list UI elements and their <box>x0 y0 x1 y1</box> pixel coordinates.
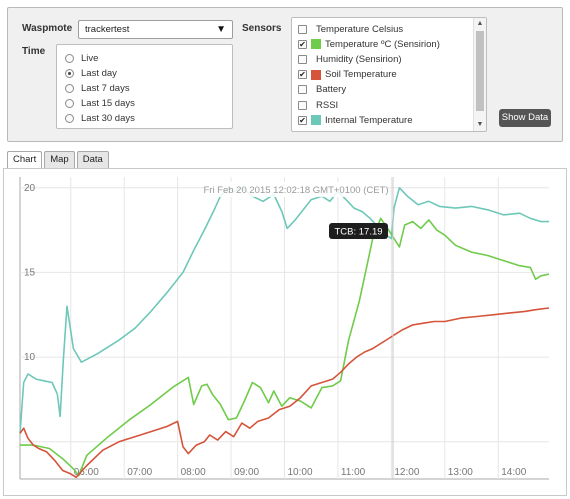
line-chart[interactable]: 20 15 10 06:00 07:00 08:00 09:00 10:00 11:00 12:0… <box>4 169 566 495</box>
series-line-3[interactable] <box>19 307 550 479</box>
time-label: Time <box>22 46 46 57</box>
sensors-scrollbar[interactable]: ▲ ▼ <box>473 18 486 131</box>
x-tick-label: 14:00 <box>501 467 526 478</box>
time-option-label: Last day <box>81 67 117 79</box>
series-color-swatch <box>311 39 321 50</box>
tab-map[interactable]: Map <box>44 151 75 168</box>
series-line-2[interactable] <box>20 217 550 477</box>
view-tabs: Chart Map Data <box>7 151 111 168</box>
time-option-last-7-days[interactable]: Last 7 days <box>65 81 130 95</box>
timestamp-background <box>205 182 387 197</box>
checkbox-icon[interactable] <box>298 24 307 34</box>
tab-data[interactable]: Data <box>76 151 109 168</box>
dropdown-arrow-icon: ▼ <box>216 24 226 35</box>
x-tick-label: 10:00 <box>288 467 313 478</box>
time-option-label: Last 15 days <box>81 97 135 109</box>
sensor-item[interactable]: RSSI <box>298 98 338 112</box>
x-tick-label: 08:00 <box>181 467 206 478</box>
time-option-last-day[interactable]: Last day <box>65 66 117 80</box>
time-option-label: Live <box>81 52 99 64</box>
x-tick-label: 13:00 <box>448 467 473 478</box>
radio-button[interactable] <box>65 113 74 123</box>
sensor-label: RSSI <box>316 99 339 111</box>
tooltip-background <box>329 223 388 239</box>
control-panel: Waspmote trackertest ▼ Time Live Last day… <box>7 7 563 142</box>
x-tick-label: 12:00 <box>394 467 419 478</box>
checkbox-icon[interactable] <box>298 85 307 95</box>
sensor-item[interactable]: ✔ Soil Temperature <box>298 68 397 82</box>
time-option-last-30-days[interactable]: Last 30 days <box>65 111 135 125</box>
x-tick-label: 07:00 <box>127 467 152 478</box>
waspmote-select[interactable]: trackertest ▼ <box>78 20 233 39</box>
series-color-swatch <box>311 69 321 80</box>
waspmote-select-value: trackertest <box>85 24 130 35</box>
hover-timestamp: Fri Feb 20 2015 12:02:18 GMT+0100 (CET) <box>203 185 388 196</box>
sensors-list: Temperature Celsius ✔ Temperature ºC (Sens… <box>291 17 487 132</box>
checkbox-checked-icon[interactable]: ✔ <box>298 115 307 125</box>
sensor-label: Humidity (Sensirion) <box>316 53 402 65</box>
sensor-label: Temperature ºC (Sensirion) <box>325 38 440 50</box>
sensor-label: Soil Temperature <box>325 69 397 81</box>
x-tick-label: 11:00 <box>341 467 366 478</box>
time-option-label: Last 7 days <box>81 82 130 94</box>
sensor-label: Internal Temperature <box>325 114 413 126</box>
sensor-label: Battery <box>316 84 347 96</box>
series-line-1[interactable] <box>19 186 549 434</box>
tooltip-text: TCB: 17.19 <box>334 227 382 238</box>
chart-frame: 20 15 10 06:00 07:00 08:00 09:00 10:00 11:00 12:0… <box>3 168 567 496</box>
y-tick-label: 10 <box>24 352 36 363</box>
tab-chart[interactable]: Chart <box>7 151 43 168</box>
sensor-item[interactable]: Battery <box>298 83 346 97</box>
checkbox-icon[interactable] <box>298 54 307 64</box>
radio-button[interactable] <box>65 68 74 78</box>
sensor-item[interactable]: ✔ Internal Temperature <box>298 113 413 127</box>
show-data-button[interactable]: Show Data <box>499 109 551 127</box>
sensor-item[interactable]: Humidity (Sensirion) <box>298 52 402 66</box>
scroll-thumb[interactable] <box>476 31 484 111</box>
sensor-item[interactable]: Temperature Celsius <box>298 22 403 36</box>
checkbox-icon[interactable] <box>298 100 307 110</box>
checkbox-checked-icon[interactable]: ✔ <box>298 70 307 80</box>
sensor-label: Temperature Celsius <box>316 23 404 35</box>
y-tick-label: 20 <box>24 183 36 194</box>
radio-button[interactable] <box>65 98 74 108</box>
x-tick-label: 09:00 <box>234 467 259 478</box>
time-options: Live Last day Last 7 days Last 15 days Last … <box>56 44 233 129</box>
checkbox-checked-icon[interactable]: ✔ <box>298 39 307 49</box>
time-option-last-15-days[interactable]: Last 15 days <box>65 96 135 110</box>
scroll-up-icon[interactable]: ▲ <box>476 20 484 27</box>
sensor-item[interactable]: ✔ Temperature ºC (Sensirion) <box>298 37 440 51</box>
time-option-label: Last 30 days <box>81 112 135 124</box>
x-tick-label: 06:00 <box>74 467 99 478</box>
waspmote-label: Waspmote <box>22 23 73 34</box>
time-option-live[interactable]: Live <box>65 51 98 65</box>
radio-button[interactable] <box>65 83 74 93</box>
series-color-swatch <box>311 115 321 126</box>
scroll-down-icon[interactable]: ▼ <box>476 121 484 128</box>
radio-button[interactable] <box>65 53 74 63</box>
y-tick-label: 15 <box>24 267 36 278</box>
sensors-label: Sensors <box>242 23 282 34</box>
